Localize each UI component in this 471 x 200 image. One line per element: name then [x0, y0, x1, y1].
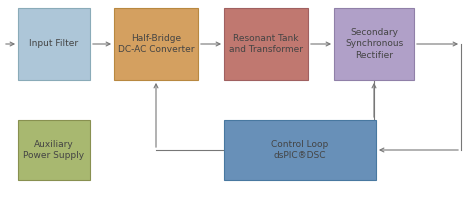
Text: Control Loop
dsPIC®DSC: Control Loop dsPIC®DSC [271, 140, 329, 160]
Bar [334, 8, 414, 80]
Bar [224, 120, 376, 180]
Text: Secondary
Synchronous
Rectifier: Secondary Synchronous Rectifier [345, 28, 403, 60]
Bar [18, 120, 90, 180]
Bar [224, 8, 308, 80]
Text: Half-Bridge
DC-AC Converter: Half-Bridge DC-AC Converter [118, 34, 194, 54]
Bar [18, 8, 90, 80]
Text: Resonant Tank
and Transformer: Resonant Tank and Transformer [229, 34, 303, 54]
Bar [114, 8, 198, 80]
Text: Auxiliary
Power Supply: Auxiliary Power Supply [24, 140, 85, 160]
Text: Input Filter: Input Filter [29, 40, 79, 48]
